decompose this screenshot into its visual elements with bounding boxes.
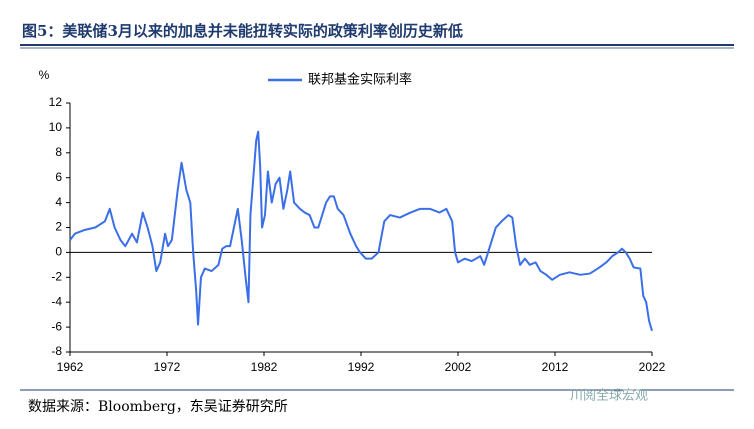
x-tick-label: 2012	[542, 360, 569, 374]
y-tick-label: 6	[55, 170, 62, 184]
y-tick-label: 8	[55, 145, 62, 159]
y-tick-label: -6	[51, 319, 62, 333]
x-tick-label: 2002	[445, 360, 472, 374]
x-tick-label: 2022	[639, 360, 666, 374]
y-tick-label: -4	[51, 294, 62, 308]
y-axis-unit: %	[39, 68, 50, 82]
y-tick-label: 0	[55, 245, 62, 259]
y-tick-label: 4	[55, 195, 62, 209]
x-tick-label: 1982	[251, 360, 278, 374]
chart-title: 图5：美联储3月以来的加息并未能扭转实际的政策利率创历史新低	[22, 22, 463, 40]
y-tick-label: -8	[51, 344, 62, 358]
y-tick-label: 2	[55, 220, 62, 234]
x-tick-label: 1992	[348, 360, 375, 374]
x-tick-label: 1972	[154, 360, 181, 374]
x-tick-label: 1962	[57, 360, 84, 374]
legend-label: 联邦基金实际利率	[308, 72, 412, 88]
watermark: 川阅全球宏观	[570, 388, 648, 404]
y-tick-label: 12	[49, 95, 63, 109]
series-line	[69, 130, 653, 332]
y-tick-label: -2	[51, 269, 62, 283]
source-note: 数据来源：Bloomberg，东吴证券研究所	[28, 399, 288, 415]
y-tick-label: 10	[49, 120, 63, 134]
